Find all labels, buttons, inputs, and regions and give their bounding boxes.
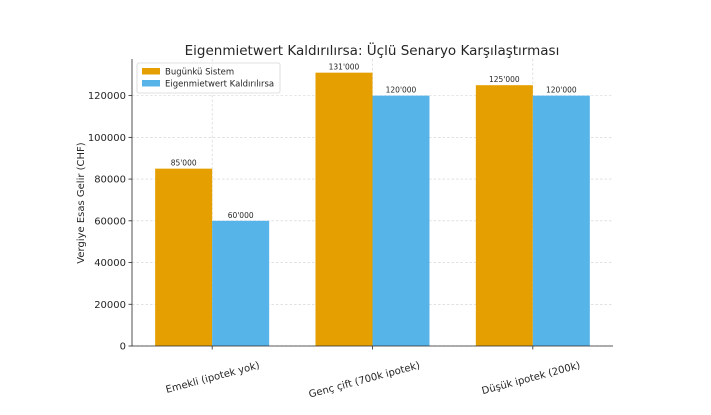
y-tick-label: 120000 [88,91,126,102]
y-axis-label: Vergiye Esas Gelir (CHF) [76,142,87,263]
bar-value-label: 125'000 [489,75,520,84]
y-tick-label: 60000 [94,216,126,227]
x-tick-label: Emekli (ipotek yok) [165,360,261,396]
y-tick-label: 40000 [94,258,126,269]
bars [155,72,590,347]
x-tick-label: Düşük ipotek (200k) [481,360,582,397]
legend: Bugünkü Sistem Eigenmietwert Kaldırılırsa [136,62,281,94]
y-tick-label: 100000 [88,133,126,144]
bar-value-label: 120'000 [386,86,417,95]
y-tick-label: 80000 [94,175,126,186]
bar [372,95,430,347]
bar-value-label: 131'000 [329,63,360,72]
y-tick-label: 0 [120,342,126,353]
legend-swatch [142,80,160,87]
bar [532,95,590,347]
bar [315,72,373,347]
y-tick-label: 20000 [94,300,126,311]
x-tick-label: Genç çift (700k ipotek) [308,360,422,400]
bar-value-label: 120'000 [546,86,577,95]
chart-title: Eigenmietwert Kaldırılırsa: Üçlü Senaryo… [185,41,560,59]
bar [212,220,270,346]
bar-value-label: 85'000 [171,159,197,168]
legend-swatch [142,68,160,75]
legend-label: Eigenmietwert Kaldırılırsa [165,80,274,90]
data-labels: 85'000 131'000 125'000 60'000 120'000 120'000 [171,63,577,220]
legend-label: Bugünkü Sistem [165,68,234,78]
legend-frame [136,62,281,94]
bar-value-label: 60'000 [228,211,254,220]
bar [475,85,533,346]
bar [155,168,213,346]
